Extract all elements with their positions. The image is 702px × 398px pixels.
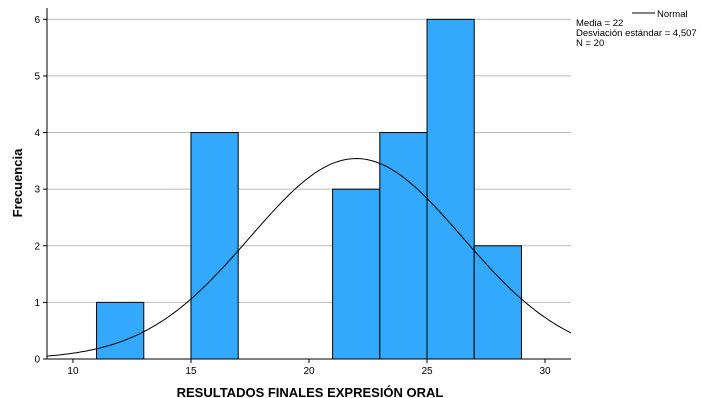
y-tick-label-3: 3 <box>34 185 40 196</box>
legend-normal-label: Normal <box>657 9 688 20</box>
x-tick-label-10: 10 <box>67 366 79 377</box>
y-tick-label-4: 4 <box>34 128 40 139</box>
histogram-bar-6 <box>473 245 522 360</box>
y-tick-label-5: 5 <box>34 71 40 82</box>
y-tick-label-0: 0 <box>34 355 40 366</box>
histogram-bar-1 <box>96 301 145 360</box>
legend-stat-n: N = 20 <box>576 38 604 49</box>
histogram-bar-2 <box>190 132 239 360</box>
normal-curve <box>46 158 572 357</box>
legend-stat-sd: Desviación estándar = 4,507 <box>576 28 697 39</box>
x-tick-label-30: 30 <box>539 366 551 377</box>
y-axis-title: Frecuencia <box>10 148 25 217</box>
x-tick-label-15: 15 <box>185 366 197 377</box>
y-tick-label-6: 6 <box>34 15 40 26</box>
x-tick-label-25: 25 <box>421 366 433 377</box>
histogram-bar-5 <box>426 18 475 360</box>
x-axis-title: RESULTADOS FINALES EXPRESIÓN ORAL <box>177 385 444 398</box>
y-tick-label-2: 2 <box>34 241 40 252</box>
tick-labels: 0 1 2 3 4 5 6 10 15 20 25 30 <box>34 15 551 377</box>
legend-stat-mean: Media = 22 <box>576 18 623 29</box>
y-tick-label-1: 1 <box>34 298 40 309</box>
x-tick-label-20: 20 <box>303 366 315 377</box>
histogram-bar-4 <box>379 132 428 360</box>
histogram-bar-3 <box>332 188 381 360</box>
histogram-bars <box>96 18 522 360</box>
legend: Normal Media = 22 Desviación estándar = … <box>576 9 697 49</box>
